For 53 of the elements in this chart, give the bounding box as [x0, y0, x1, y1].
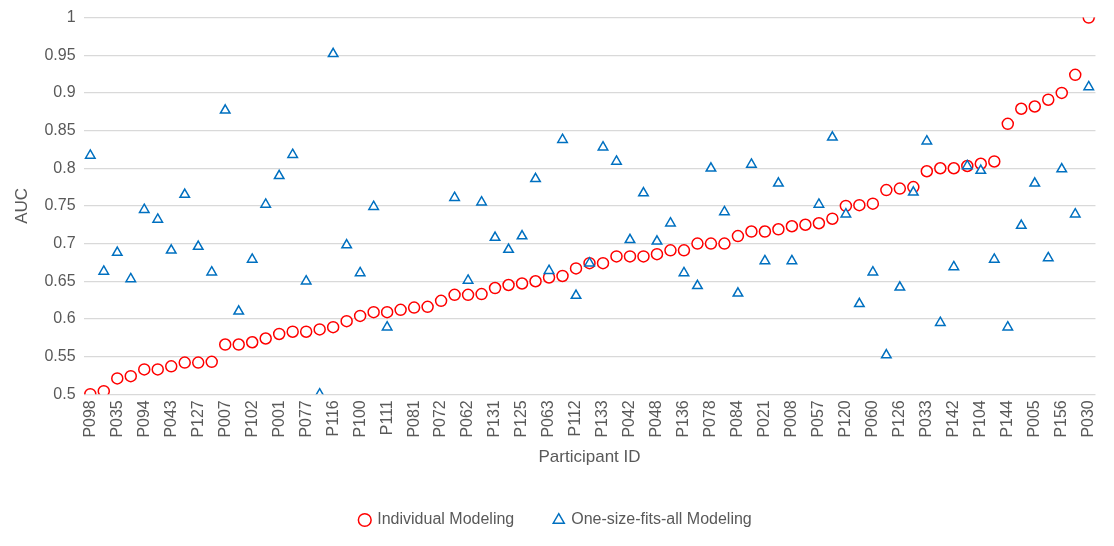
x-tick-label: P084: [728, 400, 746, 438]
x-tick-label: P021: [755, 400, 773, 438]
y-axis-title: AUC: [11, 187, 31, 224]
x-tick-label: P063: [539, 400, 557, 438]
x-tick-label: P125: [512, 400, 530, 438]
x-tick-label: P078: [701, 400, 719, 438]
x-tick-label: P062: [458, 400, 476, 438]
x-tick-label: P048: [647, 400, 665, 438]
x-tick-label: P033: [917, 400, 935, 438]
x-tick-label: P077: [296, 400, 314, 438]
y-tick-label: 0.8: [53, 158, 76, 176]
x-tick-label: P057: [809, 400, 827, 438]
legend-label: One-size-fits-all Modeling: [571, 510, 752, 528]
x-tick-label: P043: [161, 400, 179, 438]
x-tick-label: P126: [890, 400, 908, 438]
x-tick-label: P156: [1052, 400, 1070, 438]
x-tick-label: P035: [107, 400, 125, 438]
x-tick-label: P042: [620, 400, 638, 438]
y-tick-label: 0.7: [53, 233, 76, 251]
x-tick-label: P104: [971, 400, 989, 438]
y-tick-label: 0.9: [53, 83, 76, 101]
x-tick-label: P094: [134, 400, 152, 438]
x-tick-label: P136: [674, 400, 692, 438]
x-tick-label: P005: [1025, 400, 1043, 438]
y-tick-label: 0.95: [44, 45, 76, 63]
x-tick-label: P030: [1079, 400, 1097, 438]
x-tick-label: P127: [188, 400, 206, 438]
x-tick-label: P001: [269, 400, 287, 438]
y-tick-label: 0.65: [44, 271, 76, 289]
x-tick-label: P100: [350, 400, 368, 438]
x-tick-label: P142: [944, 400, 962, 438]
y-tick-label: 0.6: [53, 309, 76, 327]
x-tick-label: P008: [782, 400, 800, 438]
x-tick-label: P111: [377, 400, 395, 436]
x-tick-label: P007: [215, 400, 233, 438]
x-tick-label: P131: [485, 400, 503, 438]
x-tick-label: P072: [431, 400, 449, 438]
x-axis-title: Participant ID: [538, 447, 641, 467]
y-tick-label: 0.5: [53, 384, 76, 402]
x-tick-label: P120: [836, 400, 854, 438]
y-tick-label: 0.85: [44, 121, 76, 138]
x-tick-label: P060: [863, 400, 881, 438]
legend-label: Individual Modeling: [377, 510, 515, 528]
y-tick-label: 0.55: [44, 346, 76, 364]
x-tick-label: P144: [998, 400, 1016, 438]
x-tick-label: P081: [404, 400, 422, 438]
x-tick-label: P112: [566, 400, 584, 437]
y-tick-label: 0.75: [44, 196, 76, 214]
x-tick-label: P133: [593, 400, 611, 438]
y-tick-label: 1: [66, 8, 76, 26]
x-tick-label: P102: [242, 400, 260, 438]
x-tick-label: P116: [323, 400, 341, 437]
x-tick-label: P098: [80, 400, 98, 438]
